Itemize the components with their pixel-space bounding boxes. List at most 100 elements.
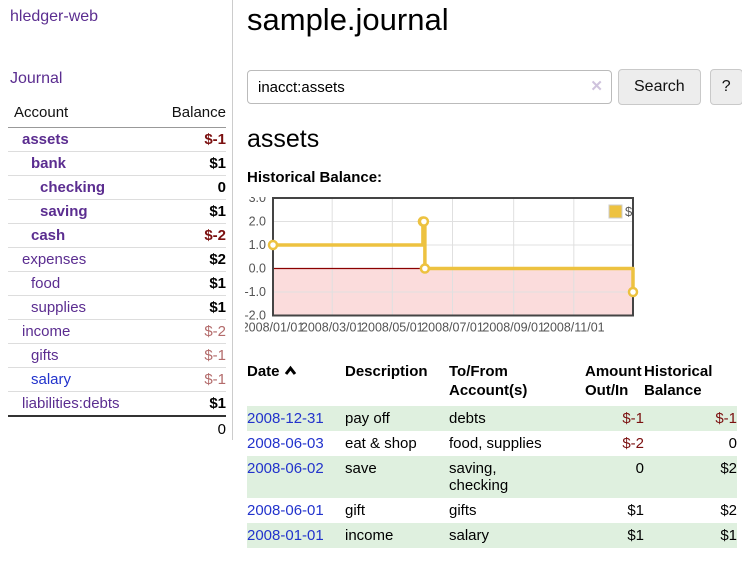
journal-link[interactable]: Journal xyxy=(10,70,63,87)
register-header-date[interactable]: Date xyxy=(247,360,345,406)
account-link[interactable]: expenses xyxy=(22,251,87,268)
account-link[interactable]: income xyxy=(22,323,71,340)
register-table: Date Description To/From Account(s) Amou… xyxy=(247,360,737,548)
svg-text:2008/03/01: 2008/03/01 xyxy=(301,321,364,335)
register-row: 2008-06-01 gift gifts $1 $2 xyxy=(247,498,737,523)
transaction-accounts: saving, checking xyxy=(449,460,509,494)
account-row: bank $1 xyxy=(8,151,226,176)
sort-ascending-icon xyxy=(284,362,297,381)
account-link[interactable]: assets xyxy=(22,131,69,148)
transaction-description: gift xyxy=(345,502,366,519)
account-balance: $-1 xyxy=(149,367,226,392)
transaction-date-link[interactable]: 2008-06-02 xyxy=(247,460,324,477)
account-balance: $1 xyxy=(149,151,226,176)
account-link[interactable]: saving xyxy=(40,203,88,220)
account-link[interactable]: liabilities:debts xyxy=(22,395,120,412)
search-button[interactable]: Search xyxy=(618,69,701,105)
transaction-date-link[interactable]: 2008-06-03 xyxy=(247,435,324,452)
account-row: cash $-2 xyxy=(8,223,226,248)
help-button[interactable]: ? xyxy=(709,69,742,105)
account-balance: $1 xyxy=(149,391,226,416)
main-panel: sample.journal ✕ Search ? assets Histori… xyxy=(233,0,742,548)
account-row: liabilities:debts $1 xyxy=(8,391,226,416)
account-link[interactable]: food xyxy=(31,275,61,292)
transaction-balance: 0 xyxy=(728,435,737,452)
svg-text:$: $ xyxy=(625,204,633,219)
account-balance: $2 xyxy=(149,247,226,272)
register-row: 2008-12-31 pay off debts $-1 $-1 xyxy=(247,406,737,431)
register-row: 2008-06-02 save saving, checking 0 $2 xyxy=(247,456,737,498)
account-row: assets $-1 xyxy=(8,128,226,152)
transaction-amount: $1 xyxy=(627,502,644,519)
svg-text:2008/11/01: 2008/11/01 xyxy=(543,321,605,335)
chart-label: Historical Balance: xyxy=(247,169,383,186)
svg-text:1.0: 1.0 xyxy=(249,238,266,252)
transaction-accounts: gifts xyxy=(449,502,477,519)
register-row: 2008-01-01 income salary $1 $1 xyxy=(247,523,737,548)
account-row: salary $-1 xyxy=(8,367,226,392)
account-balance: $-2 xyxy=(149,223,226,248)
accounts-total-row: 0 xyxy=(8,415,226,442)
account-balance: $1 xyxy=(149,199,226,224)
account-link[interactable]: checking xyxy=(40,179,106,196)
svg-text:-1.0: -1.0 xyxy=(245,285,266,299)
accounts-total-value: 0 xyxy=(149,415,226,442)
account-balance: $1 xyxy=(149,271,226,296)
svg-text:0.0: 0.0 xyxy=(249,262,266,276)
accounts-table: Account Balance assets $-1 bank $1 checkin… xyxy=(8,104,226,442)
search-input[interactable] xyxy=(247,70,612,104)
svg-text:2.0: 2.0 xyxy=(249,215,266,229)
app-title-link[interactable]: hledger-web xyxy=(10,8,99,25)
svg-text:3.0: 3.0 xyxy=(249,197,266,205)
accounts-header-row: Account Balance xyxy=(8,104,226,128)
transaction-description: eat & shop xyxy=(345,435,417,452)
transaction-description: income xyxy=(345,527,394,544)
transaction-amount: $1 xyxy=(627,527,644,544)
transaction-amount: $-2 xyxy=(622,435,644,452)
accounts-header-account: Account xyxy=(8,104,150,128)
account-link[interactable]: bank xyxy=(31,155,67,172)
transaction-date-link[interactable]: 2008-12-31 xyxy=(247,410,324,427)
account-row: food $1 xyxy=(8,271,226,296)
account-balance: $-1 xyxy=(149,343,226,368)
account-row: gifts $-1 xyxy=(8,343,226,368)
account-link[interactable]: cash xyxy=(31,227,66,244)
sidebar: hledger-web Journal Account Balance asse… xyxy=(0,0,233,442)
account-balance: 0 xyxy=(149,175,226,200)
transaction-balance: $1 xyxy=(720,527,737,544)
transaction-date-link[interactable]: 2008-01-01 xyxy=(247,527,324,544)
historical-balance-chart: $3.0 2.0 1.0 0.0 -1.0 -2.0 2008/01/01 2008/03/0… xyxy=(242,191,667,339)
account-row: income $-2 xyxy=(8,319,226,344)
clear-search-icon[interactable]: ✕ xyxy=(590,78,603,95)
transaction-balance: $2 xyxy=(720,460,737,477)
transaction-date-link[interactable]: 2008-06-01 xyxy=(247,502,324,519)
account-balance: $-2 xyxy=(149,319,226,344)
register-header-description: Description xyxy=(345,363,428,380)
transaction-amount: 0 xyxy=(635,460,644,477)
transaction-balance: $-1 xyxy=(715,410,737,427)
svg-text:-2.0: -2.0 xyxy=(245,309,266,323)
register-header-row: Date Description To/From Account(s) Amou… xyxy=(247,360,737,406)
search-row: ✕ Search ? xyxy=(247,69,742,105)
account-balance: $-1 xyxy=(204,131,226,148)
svg-text:2008/07/01: 2008/07/01 xyxy=(421,321,484,335)
account-row: checking 0 xyxy=(8,175,226,200)
register-header-accounts: To/From Account(s) xyxy=(449,363,528,399)
transaction-description: pay off xyxy=(345,410,390,427)
account-row: supplies $1 xyxy=(8,295,226,320)
transaction-accounts: salary xyxy=(449,527,490,544)
svg-text:2008/09/01: 2008/09/01 xyxy=(482,321,545,335)
transaction-amount: $-1 xyxy=(622,410,644,427)
account-row: saving $1 xyxy=(8,199,226,224)
account-heading: assets xyxy=(247,125,320,153)
register-row: 2008-06-03 eat & shop food, supplies $-2… xyxy=(247,431,737,456)
transaction-accounts: debts xyxy=(449,410,486,427)
account-link[interactable]: salary xyxy=(31,371,72,388)
svg-text:2008/05/01: 2008/05/01 xyxy=(361,321,424,335)
page-title: sample.journal xyxy=(247,2,449,37)
account-link[interactable]: gifts xyxy=(31,347,59,364)
account-link[interactable]: supplies xyxy=(31,299,87,316)
register-header-balance: Historical Balance xyxy=(644,363,713,399)
accounts-header-balance: Balance xyxy=(149,104,226,128)
